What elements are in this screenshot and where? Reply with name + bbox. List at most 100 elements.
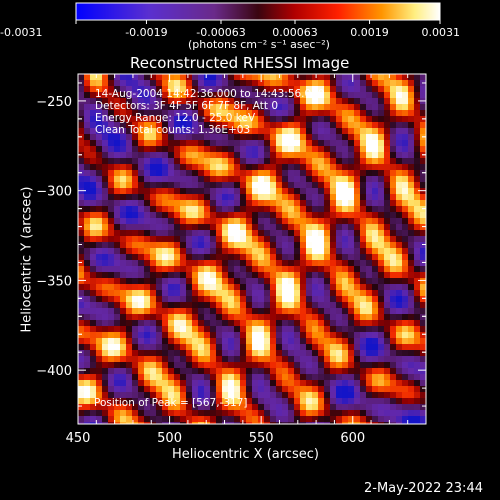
heatmap-cell (204, 362, 210, 368)
annotation-time: 14-Aug-2004 14:42:36.000 to 14:43:56.000 (95, 88, 325, 100)
heatmap-cell (204, 242, 210, 248)
heatmap-cell (156, 410, 162, 416)
heatmap-cell (150, 152, 156, 158)
heatmap-cell (336, 386, 342, 392)
heatmap-cell (318, 236, 324, 242)
heatmap-cell (162, 128, 168, 134)
heatmap-cell (222, 350, 228, 356)
heatmap-cell (126, 194, 132, 200)
heatmap-cell (330, 314, 336, 320)
heatmap-cell (402, 392, 408, 398)
heatmap-cell (288, 338, 294, 344)
heatmap-cell (372, 332, 378, 338)
heatmap-cell (288, 110, 294, 116)
heatmap-cell (162, 224, 168, 230)
heatmap-cell (174, 116, 180, 122)
heatmap-cell (174, 230, 180, 236)
heatmap-cell (348, 338, 354, 344)
heatmap-cell (366, 176, 372, 182)
heatmap-cell (222, 170, 228, 176)
heatmap-cell (402, 272, 408, 278)
heatmap-cell (258, 254, 264, 260)
heatmap-cell (420, 404, 426, 410)
heatmap-cell (84, 152, 90, 158)
heatmap-cell (360, 122, 366, 128)
heatmap-cell (126, 158, 132, 164)
heatmap-cell (168, 266, 174, 272)
heatmap-cell (78, 392, 84, 398)
heatmap-cell (156, 398, 162, 404)
heatmap-cell (366, 158, 372, 164)
heatmap-cell (354, 272, 360, 278)
heatmap-cell (408, 92, 414, 98)
heatmap-cell (174, 104, 180, 110)
heatmap-cell (342, 362, 348, 368)
heatmap-cell (210, 248, 216, 254)
heatmap-cell (336, 260, 342, 266)
heatmap-cell (108, 422, 114, 424)
heatmap-cell (372, 338, 378, 344)
heatmap-cell (192, 344, 198, 350)
heatmap-cell (324, 398, 330, 404)
heatmap-cell (126, 248, 132, 254)
heatmap-cell (402, 254, 408, 260)
heatmap-cell (108, 356, 114, 362)
heatmap-cell (300, 338, 306, 344)
heatmap-cell (276, 338, 282, 344)
heatmap-cell (408, 398, 414, 404)
heatmap-cell (408, 272, 414, 278)
heatmap-cell (174, 200, 180, 206)
heatmap-cell (396, 392, 402, 398)
heatmap-cell (258, 92, 264, 98)
heatmap-cell (168, 248, 174, 254)
heatmap-cell (96, 392, 102, 398)
heatmap-cell (408, 140, 414, 146)
heatmap-cell (252, 122, 258, 128)
heatmap-cell (408, 182, 414, 188)
heatmap-cell (390, 236, 396, 242)
heatmap-cell (354, 110, 360, 116)
heatmap-cell (90, 386, 96, 392)
heatmap-cell (78, 386, 84, 392)
heatmap-cell (354, 344, 360, 350)
heatmap-cell (294, 314, 300, 320)
heatmap-cell (390, 248, 396, 254)
heatmap-cell (108, 206, 114, 212)
heatmap-cell (342, 236, 348, 242)
heatmap-cell (78, 344, 84, 350)
heatmap-cell (396, 248, 402, 254)
heatmap-cell (108, 122, 114, 128)
heatmap-cell (90, 92, 96, 98)
heatmap-cell (192, 356, 198, 362)
heatmap-cell (396, 176, 402, 182)
heatmap-cell (132, 188, 138, 194)
heatmap-cell (150, 374, 156, 380)
heatmap-cell (114, 332, 120, 338)
heatmap-cell (270, 200, 276, 206)
heatmap-cell (252, 212, 258, 218)
heatmap-cell (234, 344, 240, 350)
heatmap-cell (186, 368, 192, 374)
heatmap-cell (264, 92, 270, 98)
heatmap-cell (162, 392, 168, 398)
heatmap-cell (120, 128, 126, 134)
heatmap-cell (258, 80, 264, 86)
heatmap-cell (90, 206, 96, 212)
heatmap-cell (324, 176, 330, 182)
heatmap-cell (102, 98, 108, 104)
heatmap-cell (252, 110, 258, 116)
heatmap-cell (186, 254, 192, 260)
heatmap-cell (102, 182, 108, 188)
heatmap-cell (132, 338, 138, 344)
heatmap-cell (258, 152, 264, 158)
heatmap-cell (312, 416, 318, 422)
heatmap-cell (210, 206, 216, 212)
heatmap-cell (336, 92, 342, 98)
heatmap-cell (408, 128, 414, 134)
heatmap-cell (342, 344, 348, 350)
heatmap-cell (402, 344, 408, 350)
heatmap-cell (258, 374, 264, 380)
heatmap-cell (234, 362, 240, 368)
heatmap-cell (378, 134, 384, 140)
heatmap-cell (288, 392, 294, 398)
